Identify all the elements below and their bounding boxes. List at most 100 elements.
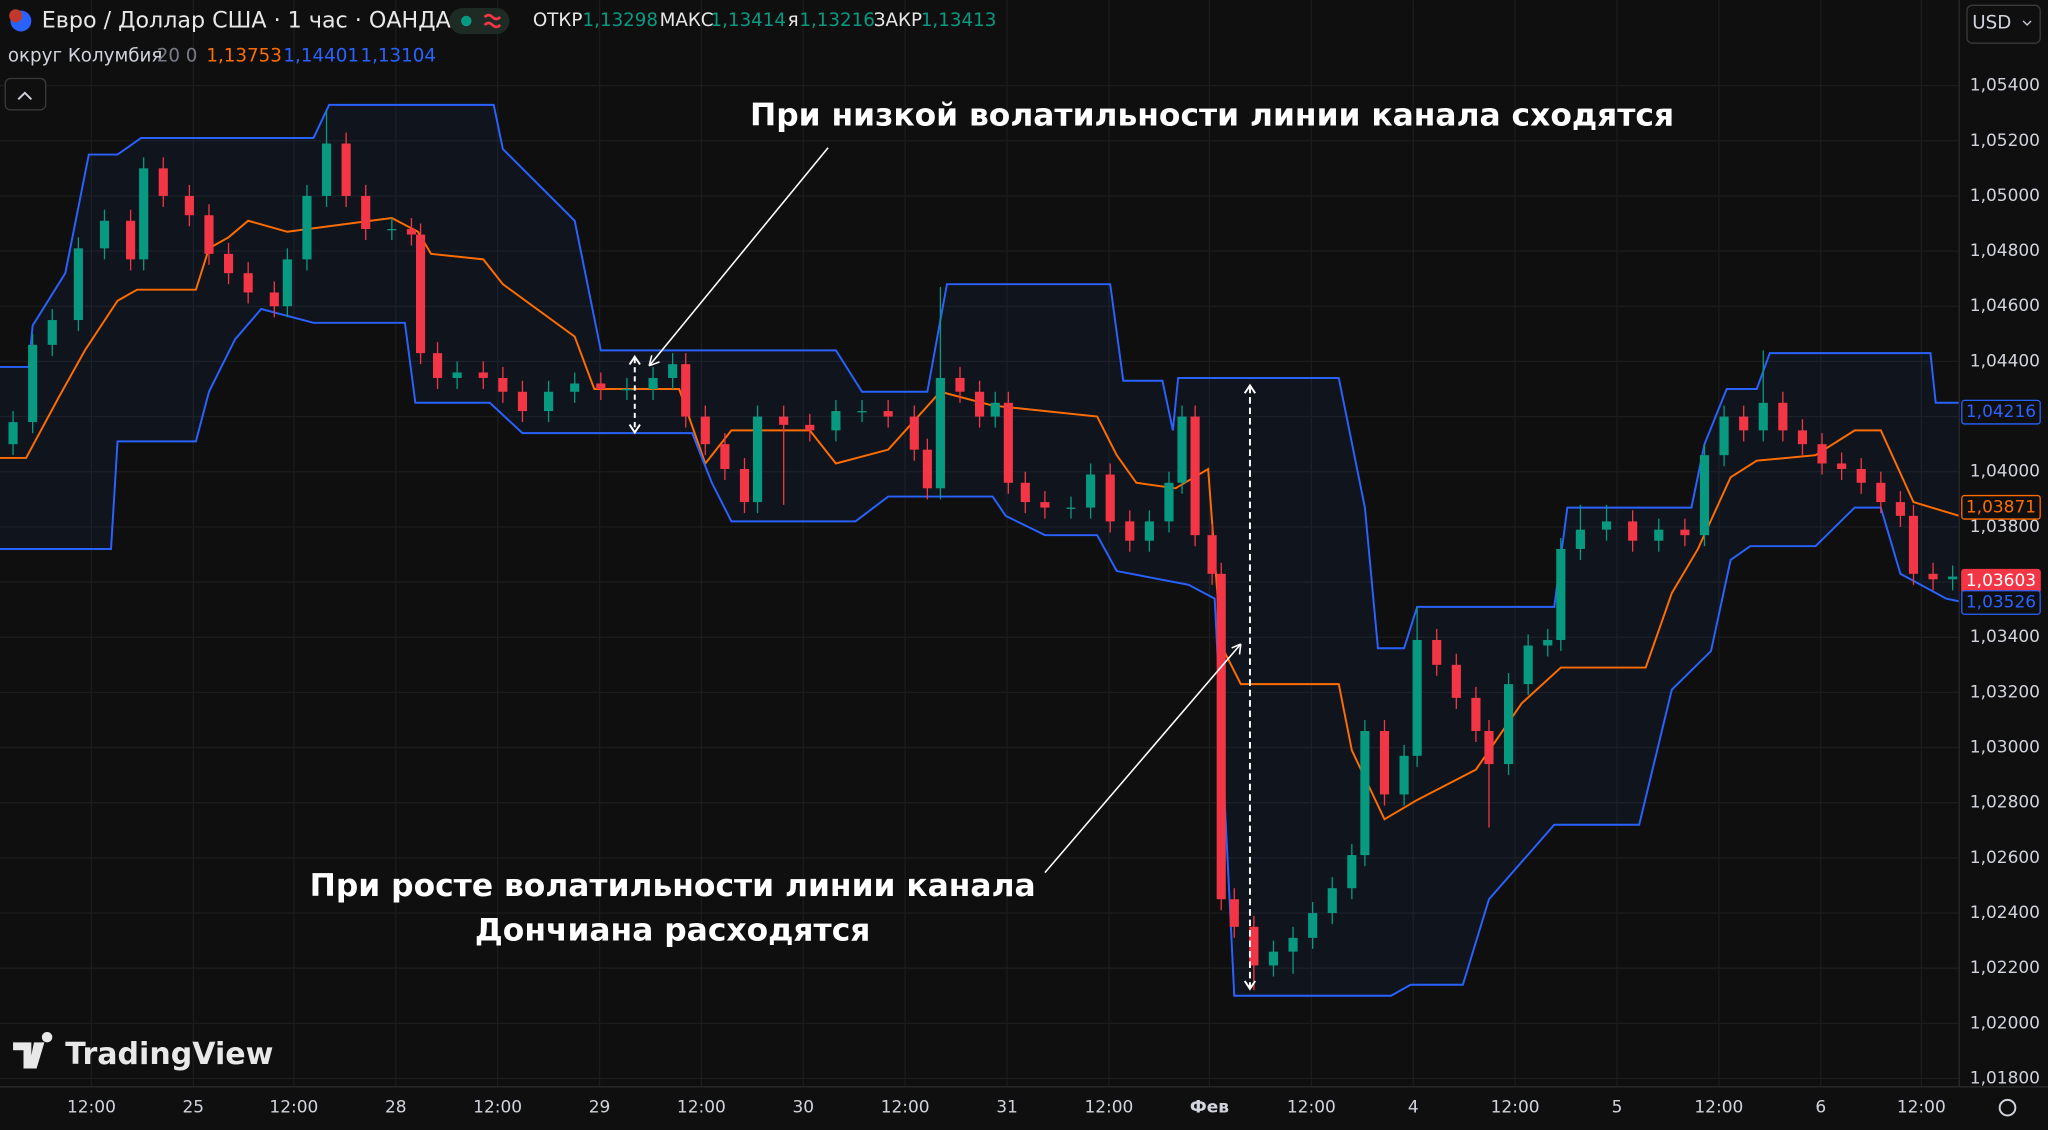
arrow-head xyxy=(648,355,1242,655)
range-arrow-head xyxy=(1243,383,1256,991)
candle-body xyxy=(1908,515,1919,574)
currency-button[interactable] xyxy=(1966,4,2041,44)
annotation: Дончиана расходятся xyxy=(475,912,871,948)
candle-body xyxy=(1758,402,1768,431)
y-tick-label: 1,03200 xyxy=(1970,682,2040,702)
candle-body xyxy=(883,411,893,417)
candle-body xyxy=(406,229,416,235)
candle-body xyxy=(1190,416,1200,536)
range-arrow-head xyxy=(628,354,641,435)
candle-body xyxy=(8,422,18,445)
indicator-value: 1,13104 xyxy=(360,45,436,66)
candle-body xyxy=(1105,474,1115,522)
candle-body xyxy=(668,364,678,378)
candle-body xyxy=(498,377,508,392)
candle-body xyxy=(1817,444,1827,464)
x-tick-label: 12:00 xyxy=(1897,1098,1946,1118)
x-tick-label: Фев xyxy=(1190,1098,1229,1118)
candle-body xyxy=(739,468,750,503)
x-tick-label: 12:00 xyxy=(269,1098,318,1118)
ohlc-label: ОТКР xyxy=(533,10,583,31)
y-tick-label: 1,04400 xyxy=(1970,351,2040,371)
currency: USD xyxy=(1972,13,2011,34)
y-tick-label: 1,04000 xyxy=(1970,462,2040,482)
brand: TradingView xyxy=(65,1037,273,1072)
candle-body xyxy=(935,377,945,489)
y-tick-label: 1,05000 xyxy=(1970,186,2040,206)
candle-body xyxy=(700,416,710,445)
candle-body xyxy=(126,220,136,260)
settings-button[interactable] xyxy=(1998,1098,2017,1117)
candle-body xyxy=(805,424,815,431)
candle-body xyxy=(302,195,312,260)
candle-body xyxy=(1504,684,1514,765)
channel-line xyxy=(0,103,1960,650)
candle-body xyxy=(1164,482,1174,522)
candle-body xyxy=(1739,416,1749,431)
candle-body xyxy=(955,377,965,392)
candle-body xyxy=(1451,664,1461,698)
channel-line xyxy=(0,216,1960,821)
candle-body xyxy=(779,416,789,425)
channel-line xyxy=(0,307,1960,997)
price-label: 1,03871 xyxy=(1966,497,2036,517)
candle-body xyxy=(269,292,279,307)
candle-body xyxy=(1628,521,1638,541)
candle-body xyxy=(387,229,397,231)
candle-body xyxy=(1928,573,1938,580)
candle-body xyxy=(922,449,932,489)
y-tick-label: 1,02000 xyxy=(1970,1013,2040,1033)
candle-body xyxy=(831,411,841,431)
candle-body xyxy=(517,391,528,412)
x-tick-label: 28 xyxy=(385,1098,407,1118)
annotation-arrow xyxy=(1044,643,1242,874)
candle-body xyxy=(452,372,462,378)
candle-body xyxy=(1327,888,1337,914)
ohlc-value: 1,13298 xyxy=(583,10,659,31)
candle-body xyxy=(1948,576,1958,580)
y-tick-label: 1,03800 xyxy=(1970,517,2040,537)
price-label-box xyxy=(1961,399,2041,425)
candle-body xyxy=(1876,482,1886,503)
status-pill[interactable] xyxy=(449,7,510,35)
candle-body xyxy=(681,364,691,417)
candle-body xyxy=(1308,913,1318,938)
candle-body xyxy=(282,259,292,307)
candle-body xyxy=(1699,455,1710,536)
candle-body xyxy=(73,248,83,321)
candle-body xyxy=(857,411,867,413)
price-label-box xyxy=(1961,494,2041,520)
candle-body xyxy=(478,372,488,378)
y-tick-label: 1,01800 xyxy=(1970,1069,2040,1089)
ohlc-label: МАКС xyxy=(660,10,714,31)
y-tick-label: 1,03400 xyxy=(1970,627,2040,647)
candle-body xyxy=(1207,535,1217,574)
candle-body xyxy=(1543,639,1553,646)
candle-body xyxy=(1797,430,1808,445)
candle-body xyxy=(570,383,580,392)
flag-icon xyxy=(9,9,23,23)
candle-body xyxy=(204,215,214,254)
status-icon xyxy=(483,13,502,29)
candle-body xyxy=(1399,755,1409,795)
price-label-box xyxy=(1961,590,2041,615)
candle-body xyxy=(1249,926,1259,966)
price-label: 1,04216 xyxy=(1966,402,2036,422)
candle-body xyxy=(224,253,234,274)
candle-body xyxy=(158,168,168,196)
x-tick-label: 25 xyxy=(183,1098,205,1118)
indicator-value: 1,13753 xyxy=(206,45,282,66)
candle-body xyxy=(1654,529,1664,541)
y-tick-label: 1,02200 xyxy=(1970,958,2040,978)
y-tick-label: 1,02600 xyxy=(1970,848,2040,868)
candle-body xyxy=(1471,697,1481,732)
candle-body xyxy=(1556,548,1566,640)
x-tick-label: 31 xyxy=(996,1098,1018,1118)
candle-body xyxy=(975,391,985,417)
x-tick-label: 12:00 xyxy=(881,1098,930,1118)
collapse-icon xyxy=(17,91,33,101)
y-tick-label: 1,05400 xyxy=(1970,76,2040,96)
y-tick-label: 1,04600 xyxy=(1970,296,2040,316)
